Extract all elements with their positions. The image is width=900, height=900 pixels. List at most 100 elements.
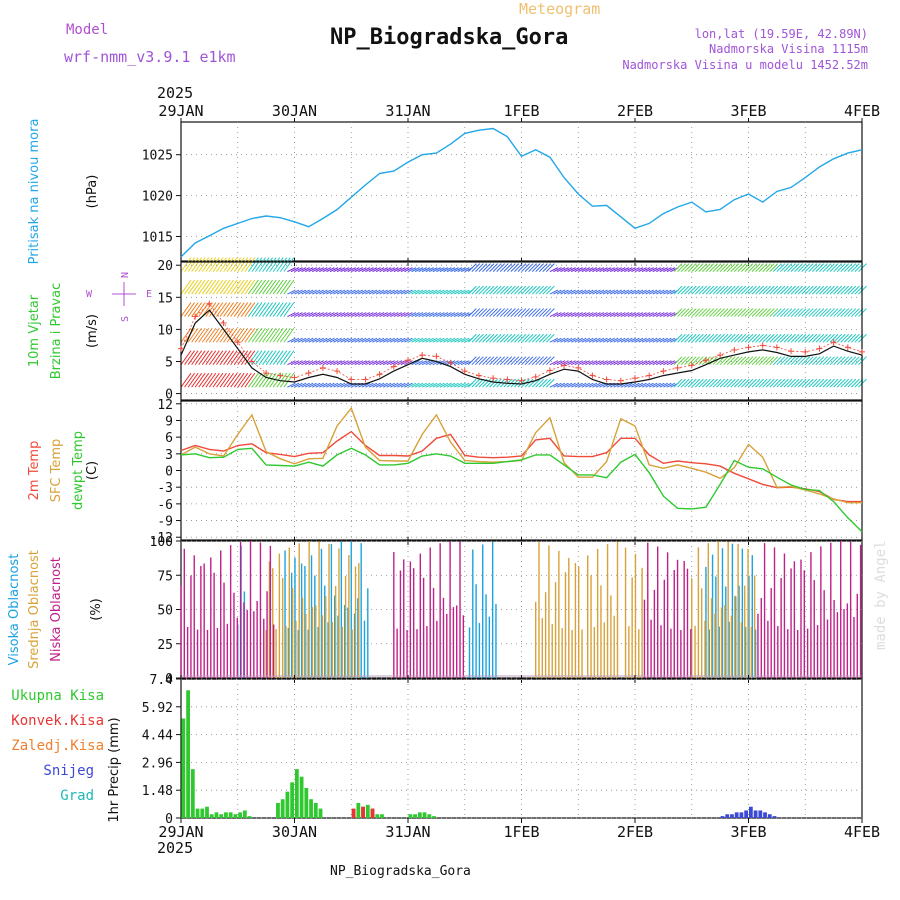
- wind-barb: [517, 333, 527, 343]
- y-tick-label: -12: [150, 531, 173, 546]
- wind-barb: [180, 327, 192, 343]
- wind-barb: [528, 333, 537, 343]
- y-axis-label: Niska Oblacnost: [49, 557, 64, 662]
- wind-barb: [833, 308, 842, 317]
- precip-bar: [758, 810, 763, 818]
- wind-barb: [244, 257, 256, 272]
- wind-barb: [592, 312, 601, 318]
- wind-barb: [648, 382, 658, 388]
- wind-barb: [829, 356, 839, 366]
- wind-barb: [187, 327, 199, 343]
- y-tick-label: 12: [157, 398, 173, 413]
- wind-barb: [705, 378, 715, 388]
- wind-barb: [691, 263, 701, 272]
- wind-barb: [840, 285, 850, 295]
- wind-barb: [595, 289, 605, 295]
- compass-w: W: [86, 289, 93, 300]
- wind-barb: [815, 333, 825, 343]
- wind-barb: [847, 308, 857, 317]
- wind-barb: [287, 289, 296, 295]
- precip-bar: [299, 776, 304, 818]
- wind-barb: [191, 279, 203, 295]
- wind-barb: [258, 327, 270, 343]
- wind-barb: [797, 308, 807, 317]
- wind-barb: [499, 356, 509, 366]
- wind-barb: [574, 337, 583, 343]
- wind-barb: [351, 337, 360, 343]
- wind-barb: [705, 285, 715, 295]
- wind-barb: [478, 285, 488, 295]
- wind-barb: [425, 289, 434, 295]
- wind-barb: [208, 257, 220, 272]
- wind-barb: [205, 327, 217, 343]
- wind-barb: [627, 382, 637, 388]
- wind-barb: [322, 360, 332, 366]
- wind-barb: [290, 360, 300, 366]
- wind-barb: [432, 337, 442, 343]
- wind-barb: [723, 285, 733, 295]
- wind-barb: [578, 382, 587, 388]
- wind-barb: [230, 279, 242, 295]
- wind-barb: [733, 308, 743, 317]
- wind-barb: [287, 360, 296, 366]
- wind-barb: [216, 257, 227, 272]
- cloud-bars: [180, 541, 862, 678]
- wind-barb: [489, 356, 498, 366]
- wind-barb: [755, 356, 764, 366]
- wind-barb: [326, 312, 335, 318]
- wind-barb: [450, 312, 459, 318]
- wind-barb: [726, 356, 736, 366]
- wind-barb: [762, 356, 772, 366]
- wind-barb: [578, 312, 587, 318]
- precip-bar: [720, 816, 725, 818]
- wind-barb: [475, 308, 484, 317]
- wind-barb: [819, 285, 828, 295]
- wind-barb: [780, 308, 789, 317]
- wind-barb: [758, 378, 768, 388]
- wind-barb: [244, 350, 256, 365]
- panel-pressure: 1015 1020 1025 Pritisak na nivou mora (hPa): [27, 118, 863, 266]
- precip-bar: [739, 812, 744, 818]
- wind-barb: [425, 382, 434, 388]
- wind-barb: [365, 312, 374, 318]
- wind-barb: [673, 285, 683, 295]
- wind-barb: [368, 337, 378, 343]
- wind-barb: [496, 356, 506, 366]
- wind-barb: [553, 360, 562, 366]
- wind-barb: [340, 382, 349, 388]
- wind-barb: [425, 337, 434, 343]
- wind-barb: [776, 333, 786, 343]
- wind-barb: [804, 333, 814, 343]
- wind-barb: [251, 279, 263, 295]
- wind-barb: [478, 333, 488, 343]
- wind-barb: [233, 302, 245, 317]
- wind-barb: [517, 356, 527, 366]
- wind-barb: [780, 263, 789, 272]
- wind-barb: [247, 350, 259, 365]
- wind-barb: [687, 263, 697, 272]
- wind-barb: [663, 289, 672, 295]
- wind-barb: [418, 312, 427, 318]
- wind-barb: [702, 263, 711, 272]
- wind-barb: [656, 267, 665, 273]
- wind-barb: [741, 333, 750, 343]
- wind-barb: [758, 333, 768, 343]
- wind-barb: [822, 263, 832, 272]
- wind-barb: [390, 382, 399, 388]
- wind-barb: [375, 382, 385, 388]
- y-tick-label: 75: [157, 569, 173, 584]
- wind-barb: [716, 263, 725, 272]
- wind-barb: [297, 267, 307, 273]
- wind-barb: [499, 333, 509, 343]
- wind-barb: [233, 279, 245, 295]
- wind-barb: [578, 267, 587, 273]
- wind-barb: [592, 337, 601, 343]
- wind-barb: [347, 267, 356, 273]
- wind-barb: [475, 378, 484, 388]
- wind-barb: [609, 337, 619, 343]
- wind-barb: [751, 263, 761, 272]
- wind-barb: [372, 312, 381, 318]
- wind-barb: [233, 327, 245, 343]
- wind-barb: [528, 263, 537, 272]
- wind-barb: [294, 289, 303, 295]
